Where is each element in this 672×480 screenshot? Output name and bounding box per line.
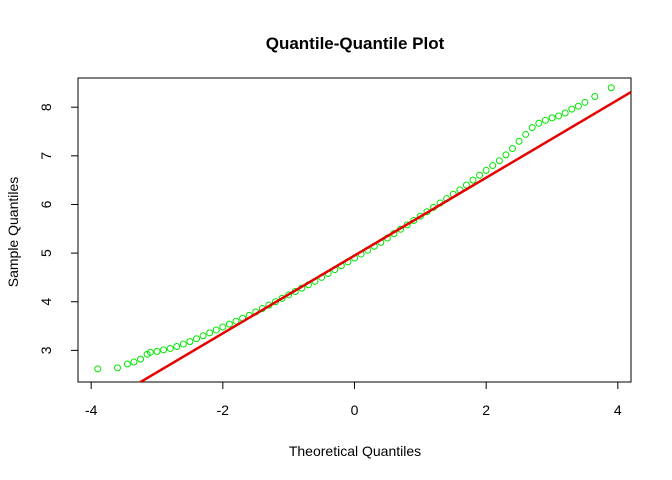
y-tick-label: 7 bbox=[38, 152, 54, 160]
chart-title: Quantile-Quantile Plot bbox=[266, 34, 445, 53]
data-point bbox=[137, 355, 145, 363]
x-tick-label: -4 bbox=[85, 402, 98, 418]
y-tick-label: 5 bbox=[38, 249, 54, 257]
y-axis-label: Sample Quantiles bbox=[5, 177, 21, 288]
data-point bbox=[495, 157, 503, 165]
data-point bbox=[123, 360, 131, 368]
data-point bbox=[535, 119, 543, 127]
y-tick-label: 8 bbox=[38, 103, 54, 111]
y-tick-label: 4 bbox=[38, 298, 54, 306]
data-point bbox=[515, 137, 523, 145]
data-point bbox=[476, 171, 484, 179]
data-point bbox=[130, 358, 138, 366]
data-point bbox=[166, 344, 174, 352]
data-point bbox=[179, 340, 187, 348]
data-point bbox=[410, 217, 418, 225]
data-point bbox=[193, 335, 200, 343]
data-point bbox=[278, 294, 286, 302]
x-tick-label: 4 bbox=[614, 402, 622, 418]
data-point bbox=[199, 332, 207, 340]
data-point bbox=[502, 151, 510, 159]
data-point bbox=[219, 323, 227, 331]
data-point bbox=[160, 346, 168, 354]
data-point bbox=[482, 166, 490, 174]
x-tick-label: 0 bbox=[351, 402, 359, 418]
y-tick-label: 6 bbox=[38, 200, 54, 208]
data-point bbox=[94, 365, 102, 373]
y-axis: 3 4 5 6 7 8 bbox=[38, 103, 79, 354]
plot-area: -4 -2 0 2 4 3 4 5 6 7 8 bbox=[38, 77, 632, 418]
data-point bbox=[555, 112, 563, 120]
data-point bbox=[469, 176, 477, 184]
data-point bbox=[548, 114, 556, 122]
x-tick-label: -2 bbox=[217, 402, 230, 418]
data-point bbox=[607, 84, 615, 92]
data-point bbox=[568, 105, 576, 113]
x-axis-label: Theoretical Quantiles bbox=[289, 443, 421, 459]
x-axis: -4 -2 0 2 4 bbox=[85, 381, 622, 418]
data-point bbox=[522, 130, 530, 138]
data-point bbox=[509, 145, 516, 153]
y-tick-label: 3 bbox=[38, 346, 54, 354]
x-tick-label: 2 bbox=[482, 402, 490, 418]
data-point bbox=[225, 320, 233, 328]
data-point bbox=[528, 124, 536, 132]
data-point bbox=[574, 102, 582, 110]
data-point bbox=[212, 326, 220, 334]
plot-frame bbox=[77, 77, 632, 383]
data-point bbox=[489, 162, 497, 170]
data-point bbox=[114, 364, 121, 372]
data-point bbox=[541, 116, 549, 124]
data-point bbox=[206, 329, 214, 337]
data-point bbox=[153, 347, 161, 355]
data-point bbox=[173, 342, 181, 350]
data-point bbox=[186, 338, 194, 346]
data-point bbox=[581, 98, 589, 106]
data-point bbox=[146, 348, 154, 356]
data-point bbox=[561, 109, 569, 117]
data-point bbox=[591, 92, 599, 100]
reference-line bbox=[138, 91, 631, 382]
points-series bbox=[94, 84, 615, 373]
